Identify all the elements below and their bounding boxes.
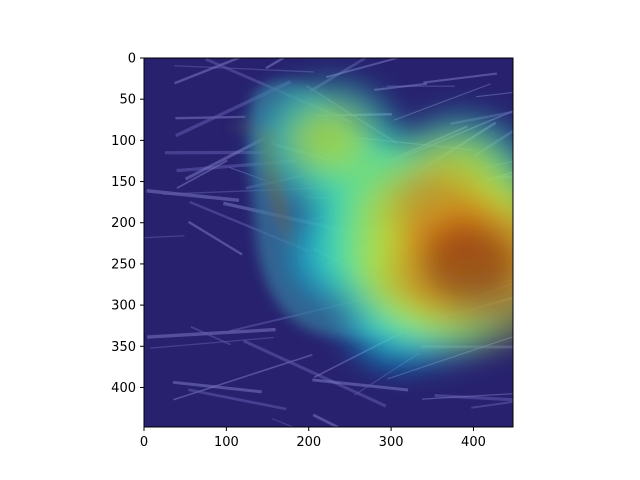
- twig: [476, 91, 513, 98]
- y-tick-label: 50: [119, 93, 136, 108]
- twig: [243, 339, 387, 408]
- twig: [174, 58, 242, 85]
- x-tick-label: 0: [140, 435, 148, 450]
- twig: [144, 235, 185, 239]
- y-tick-label: 100: [111, 134, 136, 149]
- twig: [174, 65, 314, 73]
- y-tick-label: 250: [111, 257, 136, 272]
- twig: [176, 159, 228, 189]
- heat-spot: [421, 223, 513, 305]
- y-tick-label: 200: [111, 216, 136, 231]
- plot-frame: [143, 57, 514, 428]
- twig: [393, 83, 491, 121]
- x-tick-label: 200: [296, 435, 321, 450]
- twig: [423, 72, 498, 84]
- heat-overlay: [258, 79, 513, 370]
- y-axis: 0 50 100 150 200 250 300 350 400: [111, 52, 144, 396]
- twig: [374, 82, 428, 91]
- twig: [147, 327, 276, 339]
- y-tick-label: 150: [111, 175, 136, 190]
- twig: [312, 413, 341, 427]
- twig: [172, 380, 262, 394]
- heat-spot: [295, 111, 363, 169]
- twig: [146, 189, 240, 203]
- twig: [422, 393, 513, 400]
- heatmap-image: [144, 58, 513, 427]
- twig: [187, 220, 243, 256]
- twig: [271, 418, 295, 427]
- x-tick-label: 400: [461, 435, 486, 450]
- y-tick-label: 0: [128, 52, 136, 67]
- y-tick-label: 400: [111, 381, 136, 396]
- y-tick-label: 300: [111, 299, 136, 314]
- x-tick-label: 300: [379, 435, 404, 450]
- twig: [312, 378, 409, 392]
- twig: [471, 400, 513, 409]
- y-tick-label: 350: [111, 340, 136, 355]
- x-tick-label: 100: [214, 435, 239, 450]
- twig: [188, 388, 287, 411]
- twig: [326, 58, 401, 79]
- twig: [150, 336, 274, 349]
- x-axis: 0 100 200 300 400: [140, 427, 486, 450]
